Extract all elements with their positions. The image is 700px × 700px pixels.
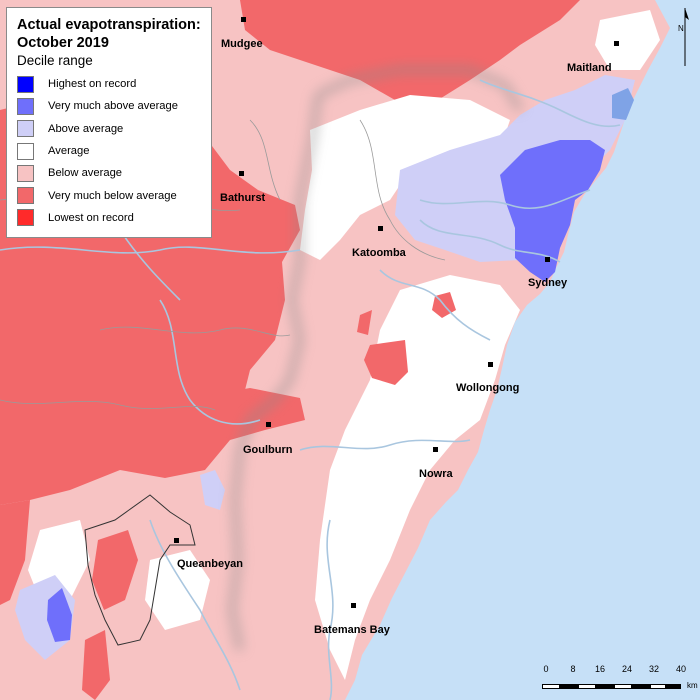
town-label-nowra: Nowra xyxy=(419,468,453,480)
scale-label: 8 xyxy=(570,664,576,674)
scale-segment xyxy=(650,684,666,689)
town-marker-wollongong xyxy=(488,362,493,367)
map-title-line2: October 2019 xyxy=(17,35,109,51)
scale-label: 32 xyxy=(648,664,660,674)
town-label-mudgee: Mudgee xyxy=(221,38,263,50)
act-boundary xyxy=(84,494,196,646)
very-much-above-zone xyxy=(500,140,605,282)
legend-swatch xyxy=(17,164,34,182)
scale-segment xyxy=(542,684,560,689)
scale-segment xyxy=(596,684,614,689)
town-marker-nowra xyxy=(433,447,438,452)
scale-segment xyxy=(560,684,578,689)
scale-segment xyxy=(632,684,650,689)
town-label-bathurst: Bathurst xyxy=(220,192,266,204)
map-title-line1: Actual evapotranspiration: xyxy=(17,17,201,33)
scale-bar: 0 8 16 24 32 40 km xyxy=(542,664,698,696)
town-label-goulburn: Goulburn xyxy=(243,444,293,456)
town-marker-maitland xyxy=(614,41,619,46)
legend-label: Lowest on record xyxy=(48,211,134,224)
legend-item-very-much-below: Very much below average xyxy=(17,184,201,206)
scale-segment xyxy=(614,684,632,689)
scale-segment xyxy=(578,684,596,689)
town-label-queanbeyan: Queanbeyan xyxy=(177,558,244,570)
town-label-katoomba: Katoomba xyxy=(352,247,406,259)
north-letter: N xyxy=(678,24,684,33)
escarpment-shading xyxy=(228,66,524,651)
north-arrow-icon: N xyxy=(676,6,694,68)
ocean xyxy=(345,0,700,700)
legend-item-highest: Highest on record xyxy=(17,73,201,95)
legend-label: Average xyxy=(48,145,90,158)
legend-swatch xyxy=(17,187,34,205)
town-label-wollongong: Wollongong xyxy=(456,382,520,394)
scale-segment xyxy=(666,684,681,689)
scale-label: 40 xyxy=(675,664,687,674)
town-marker-batemans-bay xyxy=(351,603,356,608)
town-label-batemans-bay: Batemans Bay xyxy=(314,624,390,636)
legend-item-average: Average xyxy=(17,140,201,162)
legend-label: Above average xyxy=(48,122,124,135)
town-marker-goulburn xyxy=(266,422,271,427)
town-marker-sydney xyxy=(545,257,550,262)
town-label-sydney: Sydney xyxy=(528,277,568,289)
legend-subtitle: Decile range xyxy=(17,53,93,68)
legend-label: Very much above average xyxy=(48,100,178,113)
scale-label: 16 xyxy=(594,664,606,674)
scale-units: km xyxy=(687,681,698,690)
legend-swatch xyxy=(17,120,34,138)
town-marker-bathurst xyxy=(239,171,244,176)
legend-swatch xyxy=(17,142,34,160)
legend-item-above: Above average xyxy=(17,118,201,140)
very-much-below-zone-north xyxy=(240,0,580,105)
legend-swatch xyxy=(17,97,34,115)
legend-swatch xyxy=(17,209,34,227)
average-zone-southeast xyxy=(315,275,520,680)
legend-item-lowest: Lowest on record xyxy=(17,207,201,229)
scale-label: 0 xyxy=(543,664,549,674)
town-label-maitland: Maitland xyxy=(567,62,612,74)
legend-swatch xyxy=(17,75,34,93)
legend-item-very-much-above: Very much above average xyxy=(17,95,201,117)
legend-label: Very much below average xyxy=(48,189,177,202)
very-much-below-zone-south xyxy=(0,500,30,605)
town-marker-mudgee xyxy=(241,17,246,22)
legend-label: Highest on record xyxy=(48,78,137,91)
map-legend: Actual evapotranspiration: October 2019 … xyxy=(6,7,212,238)
legend-item-below: Below average xyxy=(17,162,201,184)
lowest-record-patch xyxy=(364,340,408,385)
town-marker-queanbeyan xyxy=(174,538,179,543)
legend-label: Below average xyxy=(48,167,123,180)
scale-label: 24 xyxy=(621,664,633,674)
town-marker-katoomba xyxy=(378,226,383,231)
